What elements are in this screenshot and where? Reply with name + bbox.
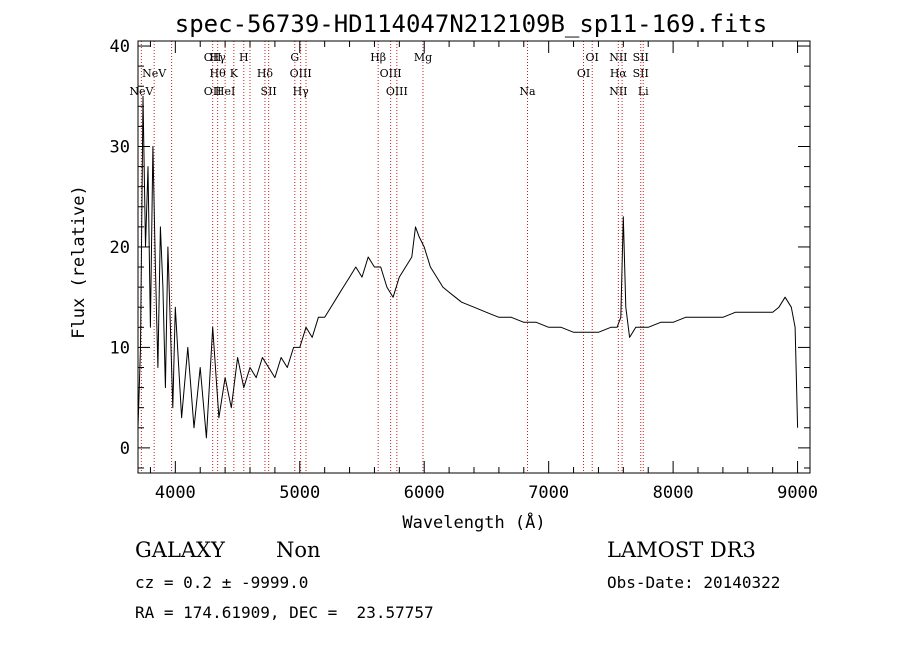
y-tick-label: 40	[110, 37, 130, 57]
redshift-label: cz = 0.2 ± -9999.0	[135, 573, 309, 592]
line-label: Na	[519, 85, 536, 98]
line-label: Hδ	[257, 67, 274, 80]
x-tick-label: 9000	[777, 483, 818, 503]
line-label: SII	[633, 51, 649, 64]
line-markers: NeVNeVOIIOIIHγHθHeIKHHδSIIGOIIIHγHβOIIIO…	[129, 41, 649, 473]
y-axis-label: Flux (relative)	[69, 185, 89, 339]
line-label: OI	[577, 67, 590, 80]
line-label: Hα	[610, 67, 628, 80]
line-label: H	[239, 51, 249, 64]
line-label: Hγ	[210, 51, 227, 64]
line-label: Hγ	[293, 85, 310, 98]
x-tick-label: 8000	[653, 483, 694, 503]
x-tick-label: 6000	[404, 483, 445, 503]
line-label: SII	[633, 67, 649, 80]
line-label: G	[290, 51, 299, 64]
line-label: OI	[586, 51, 599, 64]
line-label: NII	[609, 85, 627, 98]
line-label: NeV	[142, 67, 167, 80]
line-label: HeI	[215, 85, 235, 98]
axis-ticks: 4000 5000 6000 7000 8000 9000 0 10 20 30 40	[110, 37, 819, 503]
x-tick-label: 7000	[528, 483, 569, 503]
y-tick-label: 30	[110, 137, 130, 157]
spectrum-line	[137, 95, 799, 439]
plot-frame	[137, 40, 811, 474]
line-label: OIII	[380, 67, 402, 80]
line-label: Mg	[414, 51, 432, 64]
line-label: NeV	[129, 85, 154, 98]
x-tick-label: 4000	[155, 483, 196, 503]
x-tick-label: 5000	[279, 483, 320, 503]
line-label: SII	[261, 85, 277, 98]
line-label: OIII	[386, 85, 408, 98]
y-tick-label: 20	[110, 238, 130, 258]
y-tick-label: 10	[110, 338, 130, 358]
y-tick-label: 0	[120, 439, 130, 459]
line-label: Li	[638, 85, 649, 98]
classification-label: GALAXY	[135, 538, 225, 562]
series-layer	[137, 95, 799, 439]
line-label: K	[230, 67, 239, 80]
line-label: OII	[204, 85, 222, 98]
coordinates-label: RA = 174.61909, DEC = 23.57757	[135, 603, 434, 622]
chart-title: spec-56739-HD114047N212109B_sp11-169.fit…	[175, 10, 767, 38]
line-label: Hθ	[210, 67, 227, 80]
subclass-label: Non	[276, 538, 321, 562]
survey-label: LAMOST DR3	[607, 538, 756, 562]
line-label: OII	[204, 51, 222, 64]
obs-date-label: Obs-Date: 20140322	[607, 573, 781, 592]
x-axis-label: Wavelength (Å)	[402, 511, 545, 533]
line-label: Hβ	[370, 51, 386, 64]
line-label: NII	[609, 51, 627, 64]
line-label: OIII	[290, 67, 312, 80]
